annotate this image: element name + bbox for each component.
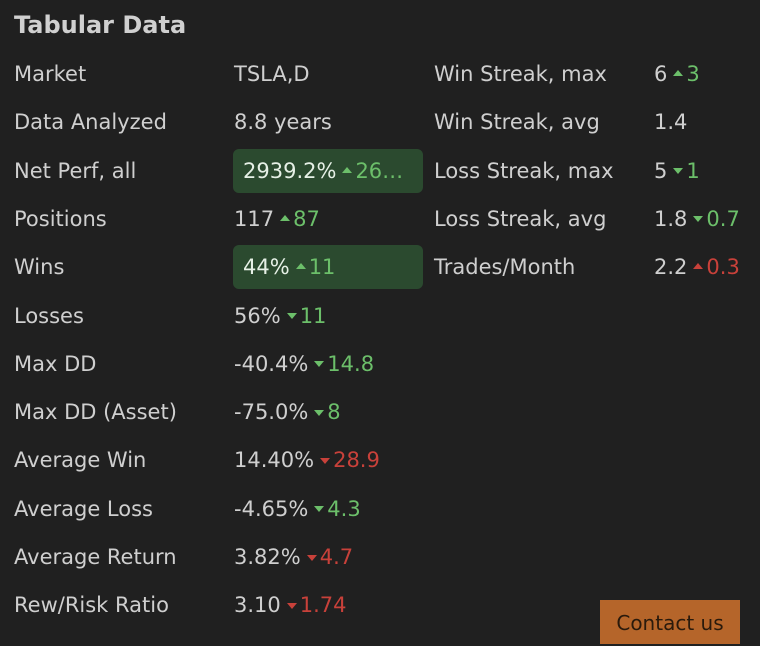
- change: 4.7: [306, 542, 354, 572]
- value-text: TSLA,D: [234, 62, 310, 86]
- change-text: 26…: [355, 158, 404, 183]
- value-text: 2939.2%: [243, 158, 337, 183]
- change-text: 8: [327, 400, 341, 425]
- row-label: Average Loss: [14, 496, 153, 521]
- value-text: 3.82%: [234, 545, 301, 569]
- trend-arrow: [314, 361, 325, 368]
- value-text: 8.8 years: [234, 110, 332, 135]
- row-label: Trades/Month: [434, 255, 576, 280]
- change: 3: [673, 59, 700, 89]
- trend-arrow: [314, 409, 325, 416]
- row-label: Loss Streak, max: [434, 158, 614, 183]
- row-label: Max DD (Asset): [14, 400, 177, 425]
- row-label: Max DD: [14, 351, 97, 376]
- change-text: 87: [293, 206, 320, 231]
- row-value: 56% 11: [234, 301, 326, 331]
- row-label: Data Analyzed: [14, 110, 167, 135]
- change-text: 1.74: [299, 593, 347, 618]
- change: 87: [280, 204, 320, 234]
- change: 1.74: [286, 590, 347, 620]
- value-text: 117: [234, 206, 275, 231]
- change-text: 14.8: [327, 351, 375, 376]
- row-label: Rew/Risk Ratio: [14, 593, 169, 618]
- value-text: 6: [654, 62, 668, 86]
- change-text: 4.7: [319, 545, 354, 569]
- row-value: 1.4: [654, 107, 687, 137]
- trend-arrow: [320, 457, 331, 464]
- change: 28.9: [320, 445, 380, 475]
- row-label: Win Streak, max: [434, 62, 607, 86]
- row-label: Wins: [14, 255, 65, 280]
- row-value: 14.40% 28.9: [234, 445, 380, 475]
- highlight-box: [233, 245, 423, 290]
- value-text: -75.0%: [234, 400, 309, 425]
- row-label: Positions: [14, 206, 107, 231]
- change-text: 11: [308, 255, 336, 280]
- change-text: 0.7: [706, 206, 740, 231]
- value-text: -4.65%: [234, 496, 309, 521]
- trend-arrow: [286, 313, 297, 319]
- trend-arrow: [342, 166, 353, 173]
- change-text: 1: [686, 158, 700, 183]
- trend-arrow: [693, 263, 704, 270]
- trend-arrow: [295, 263, 306, 270]
- change: 0.7: [693, 204, 740, 234]
- trend-arrow: [280, 214, 291, 221]
- change: 14.8: [314, 349, 374, 379]
- row-label: Average Win: [14, 448, 147, 473]
- row-value: 3.82% 4.7: [234, 542, 353, 572]
- change: 0.3: [693, 252, 740, 282]
- row-value: TSLA,D: [234, 59, 310, 89]
- change: 8: [314, 397, 341, 427]
- change: 11: [286, 301, 327, 331]
- value-text: 56%: [234, 303, 281, 328]
- row-value: 1.8 0.7: [654, 204, 740, 234]
- value-text: 2.2: [654, 255, 688, 280]
- value-text: 3.10: [234, 593, 281, 618]
- change-text: 3: [686, 62, 700, 86]
- trend-arrow: [314, 506, 325, 513]
- row-label: Net Perf, all: [14, 158, 137, 183]
- row-value: 44% 11: [243, 252, 335, 282]
- change-text: 4.3: [327, 496, 361, 521]
- highlight-box: [233, 148, 423, 193]
- value-text: 1.4: [654, 110, 688, 135]
- row-value: 2.2 0.3: [654, 252, 740, 282]
- row-value: 3.10 1.74: [234, 590, 347, 620]
- row-value: 2939.2% 26…: [243, 156, 403, 186]
- value-text: 44%: [243, 255, 290, 280]
- row-value: -40.4% 14.8: [234, 349, 374, 379]
- panel-title: Tabular Data: [14, 11, 187, 39]
- row-value: 8.8 years: [234, 107, 332, 137]
- trend-arrow: [693, 216, 704, 223]
- value-text: 14.40%: [234, 448, 315, 473]
- change: 11: [295, 252, 336, 282]
- value-text: -40.4%: [234, 351, 309, 376]
- change-text: 11: [299, 303, 327, 328]
- change: 1: [673, 156, 700, 186]
- row-value: -75.0% 8: [234, 397, 341, 427]
- value-text: 1.8: [654, 206, 688, 231]
- trend-arrow: [673, 70, 684, 76]
- contact-button[interactable]: Contact us: [600, 600, 740, 644]
- row-label: Loss Streak, avg: [434, 206, 607, 231]
- row-value: 117 87: [234, 204, 320, 234]
- value-text: 5: [654, 158, 668, 183]
- row-label: Average Return: [14, 545, 177, 569]
- trend-arrow: [673, 168, 684, 175]
- row-label: Losses: [14, 303, 84, 328]
- change: 26…: [342, 156, 403, 186]
- row-value: -4.65% 4.3: [234, 494, 361, 524]
- change-text: 0.3: [706, 255, 740, 280]
- row-label: Market: [14, 62, 87, 86]
- trend-arrow: [286, 602, 297, 609]
- row-label: Win Streak, avg: [434, 110, 600, 135]
- change: 4.3: [314, 494, 361, 524]
- trend-arrow: [306, 554, 317, 561]
- change-text: 28.9: [333, 448, 380, 473]
